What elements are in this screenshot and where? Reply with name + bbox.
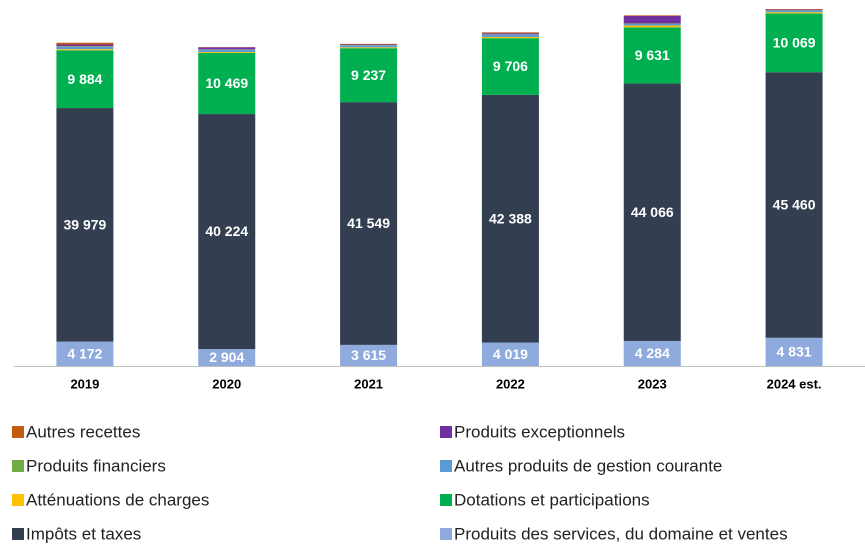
bar-segment: [56, 44, 114, 47]
x-tick-label: 2019: [70, 376, 99, 391]
data-label: 4 284: [635, 345, 670, 361]
data-label: 39 979: [64, 217, 107, 233]
data-label: 42 388: [489, 210, 532, 226]
data-label: 9 706: [493, 58, 528, 74]
bar-segment: [56, 46, 114, 50]
bar-segment: [765, 12, 823, 14]
data-label: 4 172: [67, 346, 102, 362]
x-tick-label: 2023: [638, 376, 667, 391]
data-label: 41 549: [347, 215, 390, 231]
legend-label: Produits exceptionnels: [454, 422, 625, 441]
bar-segment: [765, 337, 823, 366]
bar-segment: [340, 43, 398, 45]
bar-segment: [481, 94, 539, 343]
data-label: 45 460: [773, 197, 816, 213]
legend-label: Dotations et participations: [454, 490, 650, 509]
bar-segment: [56, 50, 114, 109]
bar-segment: [481, 32, 539, 34]
bar-segment: [56, 42, 114, 45]
legend-swatch: [12, 528, 24, 540]
data-label: 4 019: [493, 346, 528, 362]
bar-segment: [481, 34, 539, 38]
bar-segment: [198, 114, 256, 350]
legend-swatch: [440, 528, 452, 540]
bar-segment: [765, 10, 823, 13]
legend-swatch: [440, 460, 452, 472]
data-label: 9 631: [635, 47, 670, 63]
bar-segment: [623, 15, 681, 24]
bar-segment: [765, 9, 823, 10]
bar-segment: [198, 49, 256, 53]
bar-segment: [198, 349, 256, 366]
legend-swatch: [440, 426, 452, 438]
bar-segment: [340, 47, 398, 49]
bar-segment: [765, 9, 823, 11]
legend-label: Autres produits de gestion courante: [454, 456, 722, 475]
bar-segment: [340, 44, 398, 45]
legend-label: Produits des services, du domaine et ven…: [454, 524, 788, 543]
bar-segment: [340, 48, 398, 103]
legend-label: Atténuations de charges: [26, 490, 209, 509]
legend-label: Autres recettes: [26, 422, 140, 441]
bar-segment: [623, 15, 681, 16]
x-tick-label: 2020: [212, 376, 241, 391]
bar-segment: [198, 52, 256, 115]
bar-segment: [765, 72, 823, 338]
data-label: 44 066: [631, 204, 674, 220]
legend-swatch: [12, 460, 24, 472]
data-label: 3 615: [351, 347, 386, 363]
bar-segment: [56, 341, 114, 366]
bar-segment: [56, 46, 114, 47]
bar-segment: [56, 49, 114, 51]
legend-swatch: [12, 494, 24, 506]
data-label: 2 904: [209, 349, 244, 365]
bar-segment: [481, 33, 539, 35]
bar-segment: [198, 47, 256, 50]
bar-segment: [765, 13, 823, 73]
bar-segment: [340, 344, 398, 366]
legend-swatch: [12, 426, 24, 438]
bar-segment: [623, 23, 681, 26]
legend-label: Produits financiers: [26, 456, 166, 475]
bar-segment: [481, 37, 539, 39]
data-label: 10 469: [205, 75, 248, 91]
data-label: 9 237: [351, 67, 386, 83]
bar-segment: [623, 340, 681, 366]
bar-segment: [481, 38, 539, 95]
bar-segment: [340, 102, 398, 345]
bar-segment: [198, 52, 256, 53]
x-tick-label: 2024 est.: [767, 376, 822, 391]
data-label: 4 831: [777, 344, 812, 360]
bar-segment: [623, 83, 681, 341]
x-tick-label: 2021: [354, 376, 383, 391]
data-label: 10 069: [773, 34, 816, 50]
data-label: 9 884: [67, 71, 102, 87]
legend-swatch: [440, 494, 452, 506]
bar-segment: [623, 27, 681, 84]
bar-segment: [481, 342, 539, 366]
bar-segment: [623, 25, 681, 28]
bar-segment: [340, 45, 398, 48]
data-label: 40 224: [205, 223, 248, 239]
legend-label: Impôts et taxes: [26, 524, 141, 543]
bar-segment: [56, 108, 114, 342]
x-tick-label: 2022: [496, 376, 525, 391]
